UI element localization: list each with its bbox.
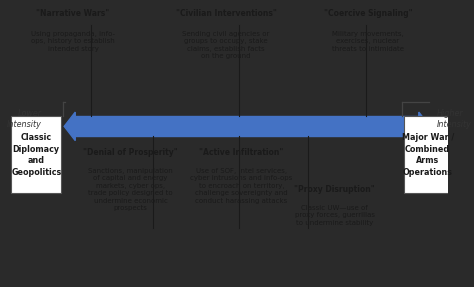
Text: "Denial of Prosperity": "Denial of Prosperity" bbox=[83, 148, 178, 157]
Text: Major War /
Combined
Arms
Operations: Major War / Combined Arms Operations bbox=[401, 133, 454, 177]
Text: Classic UW—use of
proxy forces, guerrillas
to undermine stability: Classic UW—use of proxy forces, guerrill… bbox=[294, 205, 374, 226]
Text: Higher
Intensity: Higher Intensity bbox=[437, 109, 472, 129]
Text: "Civilian Interventions": "Civilian Interventions" bbox=[175, 9, 276, 18]
Text: Use of SOF, intel services,
cyber intrusions and info-ops
to encroach on territo: Use of SOF, intel services, cyber intrus… bbox=[191, 168, 292, 204]
Polygon shape bbox=[419, 112, 430, 141]
FancyBboxPatch shape bbox=[11, 116, 61, 193]
Bar bbox=[75, 116, 419, 136]
Polygon shape bbox=[64, 112, 75, 141]
Text: "Coercive Signaling": "Coercive Signaling" bbox=[324, 9, 412, 18]
FancyBboxPatch shape bbox=[404, 116, 452, 193]
Text: Military movements,
exercises, nuclear
threats to intimidate: Military movements, exercises, nuclear t… bbox=[332, 31, 404, 52]
Text: Lower
Intensity: Lower Intensity bbox=[7, 109, 42, 129]
Text: "Narrative Wars": "Narrative Wars" bbox=[36, 9, 109, 18]
Text: Using propaganda, info-
ops, history to establish
intended story: Using propaganda, info- ops, history to … bbox=[31, 31, 115, 52]
Text: Sending civil agencies or
groups to occupy, stake
claims, establish facts
on the: Sending civil agencies or groups to occu… bbox=[182, 31, 270, 59]
Text: "Proxy Disruption": "Proxy Disruption" bbox=[294, 185, 375, 194]
Text: Sanctions, manipulation
of capital and energy
markets, cyber ops,
trade policy d: Sanctions, manipulation of capital and e… bbox=[88, 168, 173, 211]
Text: "Active Infiltration": "Active Infiltration" bbox=[199, 148, 283, 157]
Text: Classic
Diplomacy
and
Geopolitics: Classic Diplomacy and Geopolitics bbox=[11, 133, 62, 177]
